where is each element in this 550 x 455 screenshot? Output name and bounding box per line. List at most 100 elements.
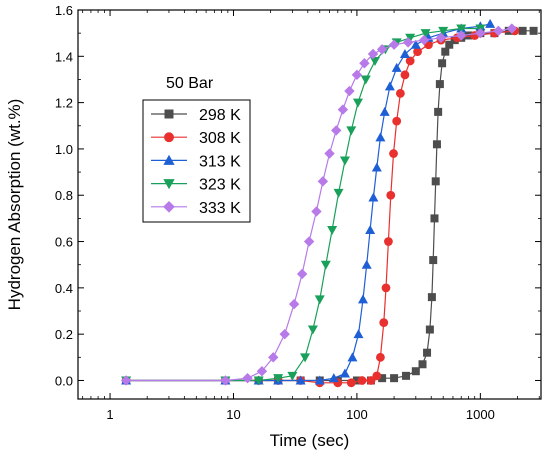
- data-point: [504, 26, 513, 35]
- data-point: [389, 149, 398, 158]
- data-point: [307, 325, 318, 335]
- data-point: [220, 375, 231, 386]
- data-point: [253, 376, 264, 386]
- data-point: [365, 224, 376, 234]
- data-point: [420, 29, 431, 39]
- legend-item: 308 K: [151, 130, 241, 147]
- data-point: [395, 88, 405, 98]
- legend-marker: [163, 179, 175, 190]
- legend-label: 323 K: [199, 177, 241, 194]
- data-point: [344, 85, 355, 97]
- data-point: [361, 259, 372, 269]
- data-point: [438, 59, 447, 68]
- data-point: [372, 371, 382, 381]
- data-point: [435, 32, 447, 43]
- legend-label: 298 K: [199, 107, 241, 124]
- data-point: [438, 26, 449, 36]
- data-point: [402, 37, 414, 48]
- pressure-annotation: 50 Bar: [166, 75, 214, 92]
- data-point: [242, 372, 253, 384]
- data-point: [391, 62, 402, 72]
- axis-ticks: 1 10 100 1000 0.0 0.2 0.4 0.6 0.8 1.0 1.2 1.4 1.6: [55, 3, 541, 422]
- data-point: [399, 48, 410, 58]
- data-point: [423, 348, 432, 357]
- y-tick-label: 0.6: [55, 235, 73, 250]
- data-point: [268, 352, 279, 363]
- data-point: [493, 25, 504, 37]
- data-point: [351, 69, 363, 81]
- data-point: [296, 268, 308, 280]
- data-point: [279, 328, 290, 340]
- y-tick-label: 1.4: [55, 49, 73, 64]
- data-point: [368, 192, 379, 202]
- plot-frame: [77, 9, 542, 400]
- data-point: [475, 27, 486, 39]
- data-point: [273, 374, 284, 384]
- data-point: [388, 39, 400, 50]
- data-point: [295, 375, 306, 385]
- data-point: [300, 353, 311, 363]
- data-point: [353, 329, 364, 339]
- data-point: [506, 23, 518, 34]
- data-point: [347, 352, 358, 362]
- data-point: [327, 225, 338, 235]
- x-tick-label: 1000: [466, 407, 495, 422]
- data-point: [376, 44, 388, 55]
- legend: 298 K 308 K 313 K 323 K 333 K: [142, 99, 251, 223]
- data-point: [432, 140, 441, 149]
- legend-marker: [164, 132, 174, 143]
- data-point: [400, 70, 410, 80]
- data-point: [418, 34, 430, 46]
- series-333-k: [120, 23, 518, 386]
- data-point: [352, 98, 363, 108]
- data-point: [346, 126, 357, 136]
- y-tick-label: 1.2: [55, 96, 73, 111]
- y-tick-label: 0.8: [55, 188, 73, 203]
- y-tick-label: 0.0: [55, 373, 73, 388]
- data-point: [485, 18, 496, 28]
- data-point: [430, 214, 439, 223]
- data-point: [429, 256, 438, 265]
- data-point: [333, 188, 344, 198]
- data-point: [287, 371, 298, 381]
- data-point: [427, 293, 436, 302]
- data-point: [375, 132, 386, 142]
- data-point: [331, 125, 342, 136]
- data-point: [386, 190, 396, 200]
- data-point: [288, 298, 300, 310]
- x-tick-label: 100: [346, 407, 368, 422]
- data-point: [518, 26, 527, 35]
- data-point: [381, 283, 391, 293]
- series-layer: [120, 18, 538, 388]
- data-point: [445, 40, 454, 49]
- y-tick-label: 0.2: [55, 327, 73, 342]
- data-point: [359, 58, 370, 69]
- legend-marker: [163, 200, 175, 213]
- y-tick-label: 0.4: [55, 281, 73, 296]
- legend-item: 313 K: [151, 153, 241, 170]
- legend-label: 333 K: [199, 200, 241, 217]
- legend-marker: [163, 154, 175, 165]
- x-tick-label: 10: [226, 407, 240, 422]
- legend-box: [142, 99, 251, 223]
- data-point: [357, 376, 367, 385]
- data-point: [360, 75, 371, 85]
- data-point: [379, 106, 390, 116]
- legend-label: 308 K: [199, 130, 241, 147]
- data-point: [435, 80, 444, 89]
- data-point: [464, 31, 473, 40]
- data-point: [384, 81, 395, 91]
- data-point: [369, 56, 380, 66]
- data-point: [256, 366, 268, 377]
- data-point: [352, 376, 361, 385]
- data-point: [339, 368, 350, 378]
- data-point: [357, 294, 368, 304]
- x-axis-title: Time (sec): [270, 431, 350, 450]
- data-point: [311, 206, 322, 217]
- data-point: [303, 236, 315, 247]
- data-point: [376, 352, 385, 362]
- data-point: [529, 26, 538, 35]
- data-point: [456, 24, 467, 34]
